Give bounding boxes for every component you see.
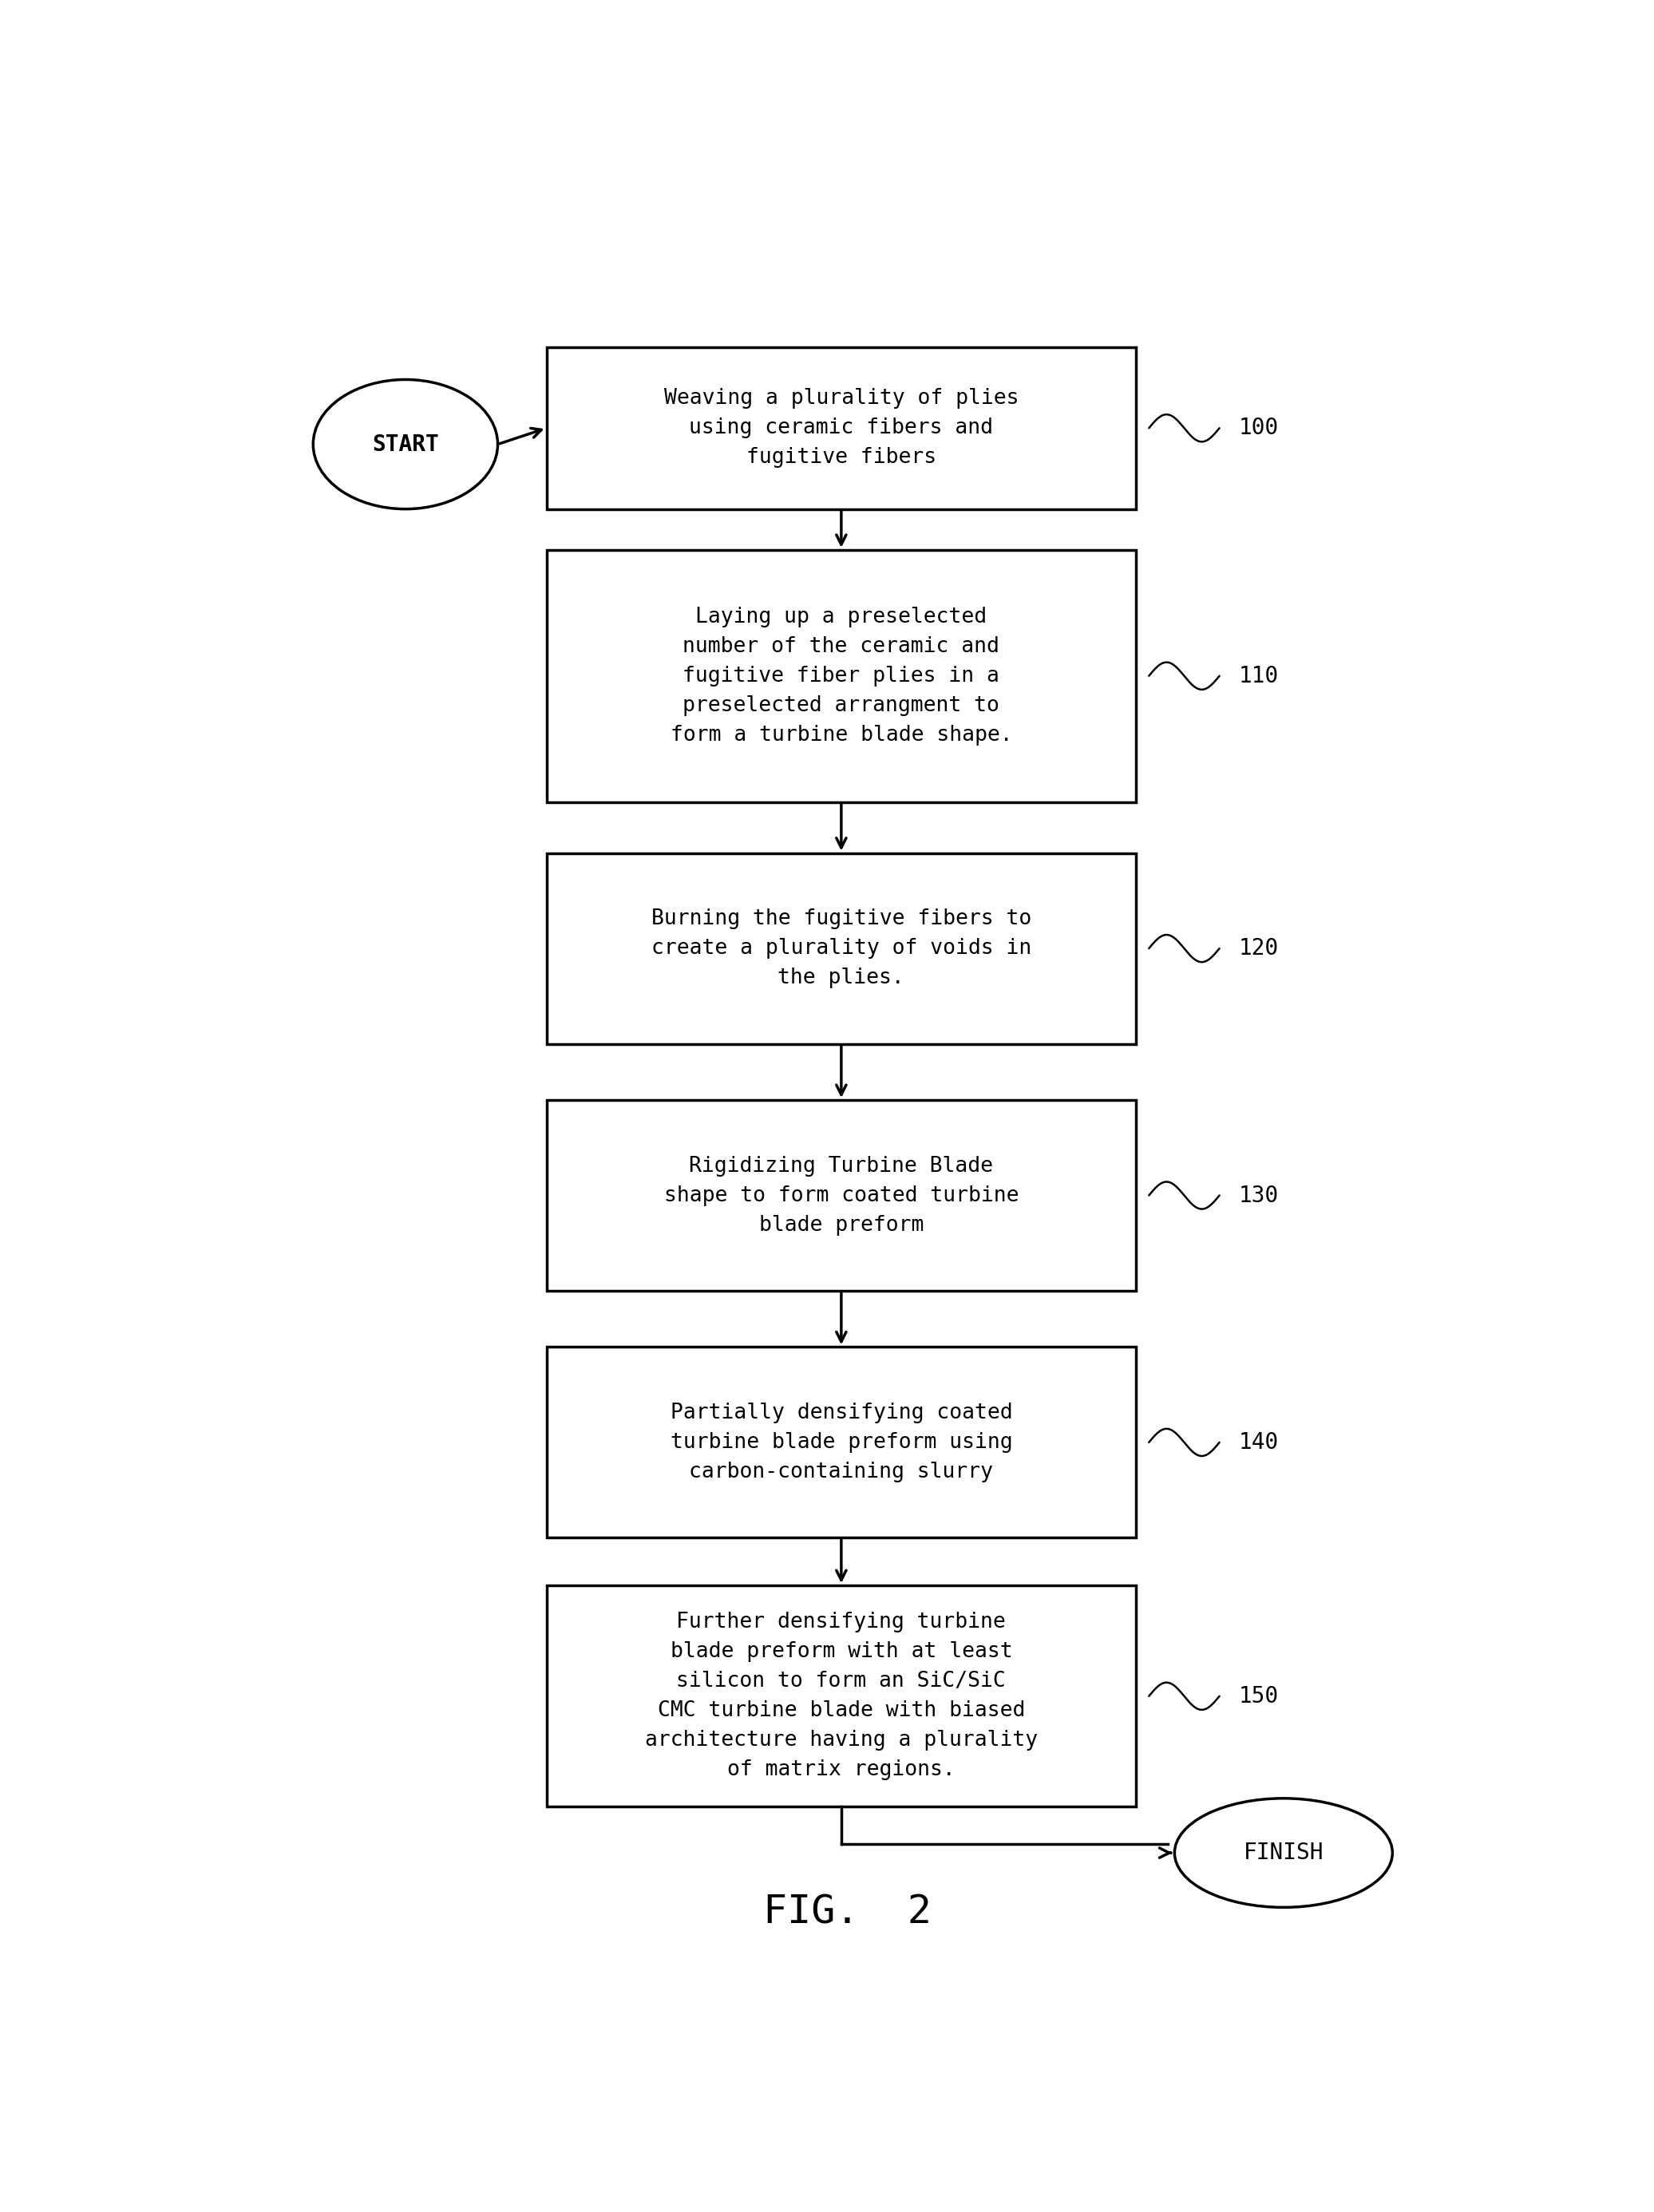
Text: 120: 120 [1239, 938, 1279, 960]
FancyBboxPatch shape [546, 854, 1136, 1044]
Text: 140: 140 [1239, 1431, 1279, 1453]
Text: Laying up a preselected
number of the ceramic and
fugitive fiber plies in a
pres: Laying up a preselected number of the ce… [670, 606, 1012, 745]
Text: 110: 110 [1239, 666, 1279, 688]
Text: Further densifying turbine
blade preform with at least
silicon to form an SiC/Si: Further densifying turbine blade preform… [645, 1613, 1037, 1781]
Ellipse shape [1174, 1798, 1393, 1907]
Ellipse shape [313, 380, 498, 509]
Text: Burning the fugitive fibers to
create a plurality of voids in
the plies.: Burning the fugitive fibers to create a … [652, 909, 1032, 989]
Text: 100: 100 [1239, 416, 1279, 440]
FancyBboxPatch shape [546, 1347, 1136, 1537]
Text: 150: 150 [1239, 1686, 1279, 1708]
Text: Partially densifying coated
turbine blade preform using
carbon-containing slurry: Partially densifying coated turbine blad… [670, 1402, 1012, 1482]
FancyBboxPatch shape [546, 551, 1136, 803]
Text: FINISH: FINISH [1244, 1843, 1323, 1865]
FancyBboxPatch shape [546, 1586, 1136, 1807]
Text: FIG.  2: FIG. 2 [764, 1893, 931, 1931]
Text: Weaving a plurality of plies
using ceramic fibers and
fugitive fibers: Weaving a plurality of plies using ceram… [663, 387, 1019, 469]
FancyBboxPatch shape [546, 347, 1136, 509]
Text: START: START [372, 434, 438, 456]
Text: Rigidizing Turbine Blade
shape to form coated turbine
blade preform: Rigidizing Turbine Blade shape to form c… [663, 1155, 1019, 1234]
Text: 130: 130 [1239, 1183, 1279, 1206]
FancyBboxPatch shape [546, 1099, 1136, 1292]
